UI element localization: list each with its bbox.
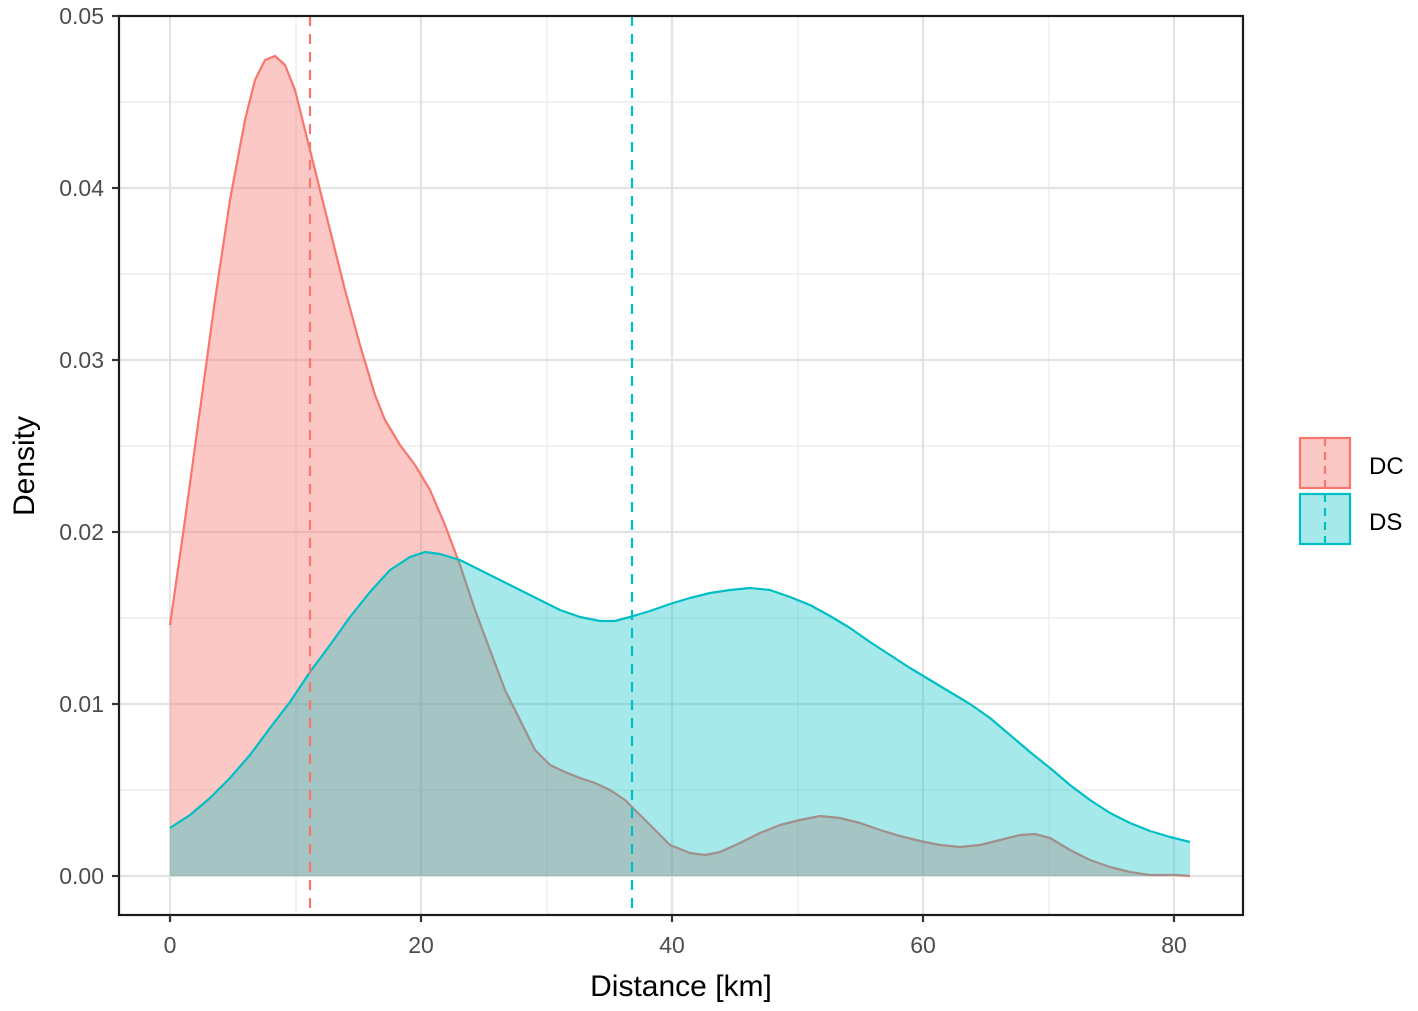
legend: DC DS	[1298, 436, 1404, 546]
y-tick-label: 0.00	[59, 863, 104, 889]
x-tick-label: 0	[164, 932, 177, 958]
y-tick-label: 0.04	[59, 175, 104, 201]
dc-density-line	[168, 54, 1191, 878]
y-axis: 0.00 0.01 0.02 0.03 0.04 0.05	[59, 3, 119, 889]
y-axis-title: Density	[8, 416, 41, 516]
plot-panel	[119, 16, 1243, 915]
legend-key-dc	[1298, 436, 1352, 490]
x-tick-label: 60	[910, 932, 936, 958]
y-tick-label: 0.05	[59, 3, 104, 29]
minor-gridlines	[119, 16, 1243, 915]
ds-density-line	[169, 550, 1191, 844]
x-tick-label: 40	[659, 932, 685, 958]
legend-label-ds: DS	[1369, 509, 1402, 536]
panel-border	[117, 14, 1245, 917]
series-ds	[169, 550, 1191, 876]
ds-density-area	[170, 552, 1190, 876]
legend-label-dc: DC	[1369, 453, 1404, 480]
legend-item-ds: DS	[1298, 492, 1402, 546]
x-tick-label: 20	[408, 932, 434, 958]
series-dc	[168, 54, 1191, 878]
dc-density-area	[170, 56, 1190, 876]
major-gridlines	[119, 16, 1243, 915]
x-axis-title: Distance [km]	[590, 970, 772, 1003]
y-tick-label: 0.03	[59, 347, 104, 373]
x-tick-label: 80	[1161, 932, 1187, 958]
legend-item-dc: DC	[1298, 436, 1404, 490]
y-tick-label: 0.02	[59, 519, 104, 545]
y-tick-label: 0.01	[59, 691, 104, 717]
x-axis: 0 20 40 60 80	[164, 915, 1187, 958]
